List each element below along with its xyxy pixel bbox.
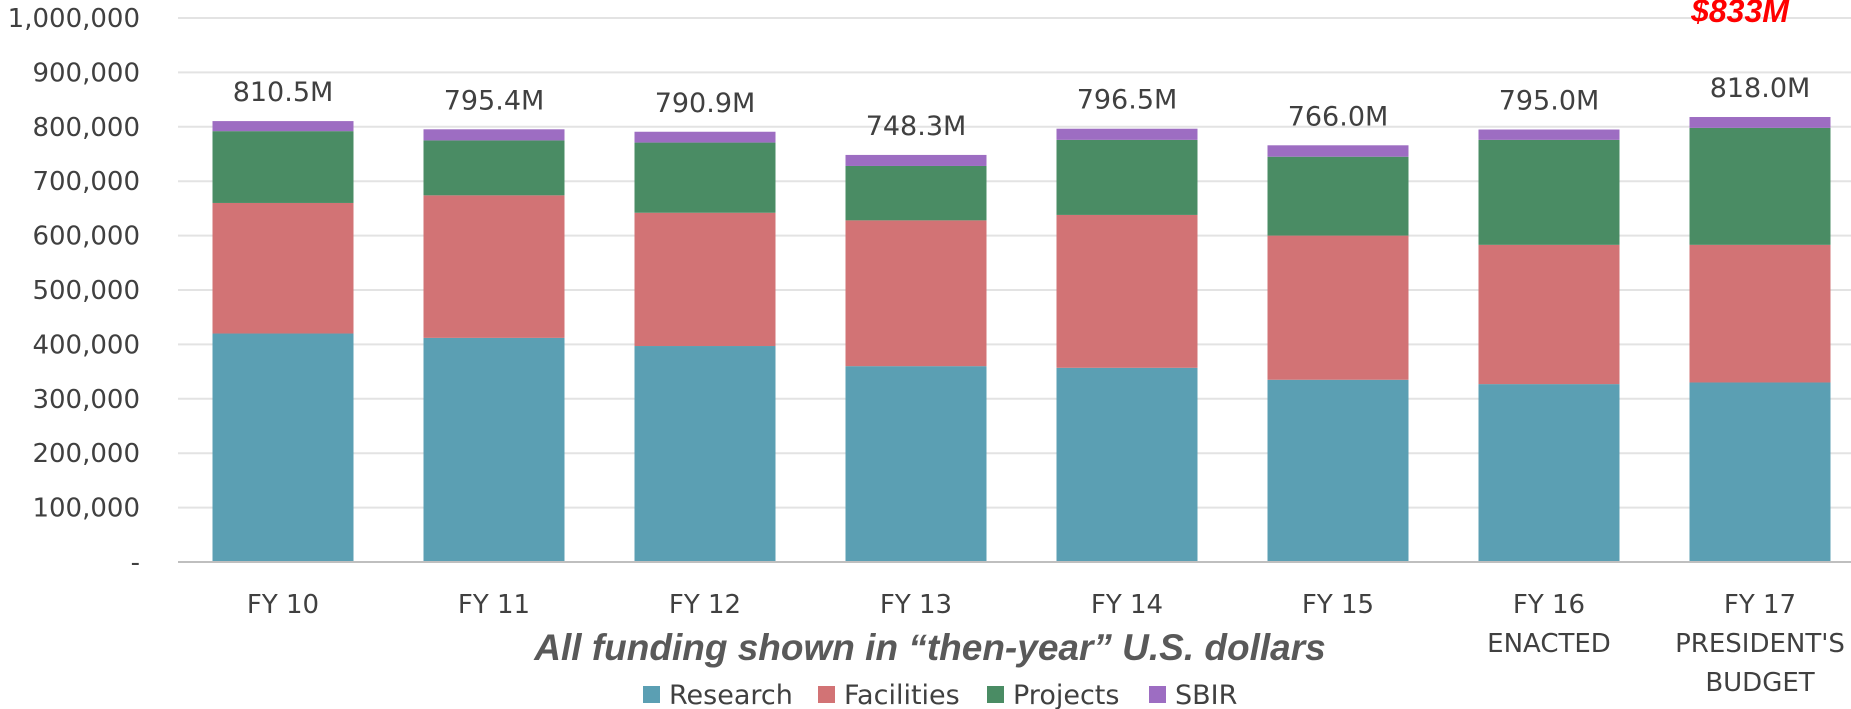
x-tick-label: FY 11: [458, 590, 530, 620]
x-tick-label: ENACTED: [1487, 629, 1611, 659]
bar-segment-research: [1056, 367, 1198, 562]
x-tick-label: FY 10: [247, 590, 319, 620]
bar-segment-research: [1478, 384, 1620, 562]
y-axis-ticks: - 100,000 200,000 300,000 400,000 500,000 600,…: [8, 4, 140, 578]
legend-swatch: [818, 686, 835, 703]
bar-segment-sbir: [1689, 117, 1831, 128]
total-label: 766.0M: [1288, 101, 1389, 132]
x-tick-label: FY 13: [880, 590, 952, 620]
y-tick-label: 900,000: [32, 58, 140, 88]
x-tick-label: FY 15: [1302, 590, 1374, 620]
y-tick-label: 1,000,000: [8, 4, 140, 34]
total-label: 810.5M: [233, 77, 334, 108]
total-label: 818.0M: [1710, 73, 1811, 104]
y-tick-label: 100,000: [32, 494, 140, 524]
y-tick-label: -: [131, 548, 140, 578]
bar-segment-sbir: [1478, 129, 1620, 140]
total-label: 795.0M: [1499, 86, 1600, 117]
legend-label: Research: [669, 680, 793, 709]
legend: Research Facilities Projects SBIR: [643, 680, 1237, 709]
x-tick-label: FY 12: [669, 590, 741, 620]
y-tick-label: 300,000: [32, 385, 140, 415]
bar-segment-projects: [1056, 139, 1198, 215]
bar-segment-research: [423, 337, 565, 562]
bar-segment-research: [1689, 382, 1831, 562]
legend-swatch: [643, 686, 660, 703]
y-tick-label: 500,000: [32, 276, 140, 306]
annotation-833m: $833M: [1690, 0, 1790, 29]
y-tick-label: 800,000: [32, 113, 140, 143]
legend-label: SBIR: [1175, 680, 1237, 709]
y-tick-label: 600,000: [32, 222, 140, 252]
total-label: 796.5M: [1077, 85, 1178, 116]
bar-segment-sbir: [1267, 145, 1409, 157]
bar-segment-sbir: [845, 154, 987, 166]
bar-segment-projects: [212, 131, 354, 203]
bar-segment-research: [212, 333, 354, 562]
bar-segment-facilities: [1056, 214, 1198, 368]
x-tick-label: FY 17: [1724, 590, 1796, 620]
bar-segment-facilities: [634, 212, 776, 347]
x-axis-ticks: FY 10 FY 11 FY 12 FY 13 FY 14 FY 15 FY 16 ENACT…: [247, 590, 1845, 698]
bar-segment-sbir: [212, 121, 354, 132]
bar-segment-facilities: [423, 195, 565, 338]
y-tick-label: 400,000: [32, 330, 140, 360]
x-tick-label: FY 14: [1091, 590, 1163, 620]
bar-segment-projects: [1267, 156, 1409, 236]
bar-segment-facilities: [1478, 244, 1620, 385]
bar-segment-sbir: [1056, 128, 1198, 140]
total-label: 790.9M: [655, 88, 756, 119]
y-tick-label: 200,000: [32, 439, 140, 469]
bar-segment-research: [845, 366, 987, 562]
legend-label: Projects: [1013, 680, 1119, 709]
legend-item-research: Research: [643, 680, 793, 709]
total-label: 795.4M: [444, 85, 545, 116]
total-labels: 810.5M 795.4M 790.9M 748.3M 796.5M 766.0M 795.…: [233, 73, 1811, 142]
bar-segment-projects: [1689, 127, 1831, 245]
bar-segment-research: [1267, 379, 1409, 562]
bar-segment-sbir: [634, 131, 776, 143]
legend-item-sbir: SBIR: [1149, 680, 1237, 709]
bar-segment-research: [634, 346, 776, 562]
x-tick-label: PRESIDENT'S: [1675, 629, 1845, 659]
bar-segment-facilities: [1267, 235, 1409, 380]
legend-swatch: [1149, 686, 1166, 703]
legend-swatch: [987, 686, 1004, 703]
x-tick-label: FY 16: [1513, 590, 1585, 620]
funding-note: All funding shown in “then-year” U.S. do…: [533, 627, 1325, 668]
legend-label: Facilities: [844, 680, 960, 709]
bar-segment-projects: [845, 165, 987, 221]
legend-item-projects: Projects: [987, 680, 1119, 709]
legend-item-facilities: Facilities: [818, 680, 960, 709]
total-label: 748.3M: [866, 111, 967, 142]
bar-segment-facilities: [845, 220, 987, 367]
bar-segment-facilities: [1689, 244, 1831, 383]
x-tick-label: BUDGET: [1705, 668, 1814, 698]
bar-segment-projects: [423, 140, 565, 196]
bar-segment-sbir: [423, 129, 565, 141]
bar-segment-projects: [634, 142, 776, 213]
bar-segment-projects: [1478, 139, 1620, 245]
bars: [212, 117, 1831, 562]
bar-segment-facilities: [212, 202, 354, 334]
y-tick-label: 700,000: [32, 167, 140, 197]
